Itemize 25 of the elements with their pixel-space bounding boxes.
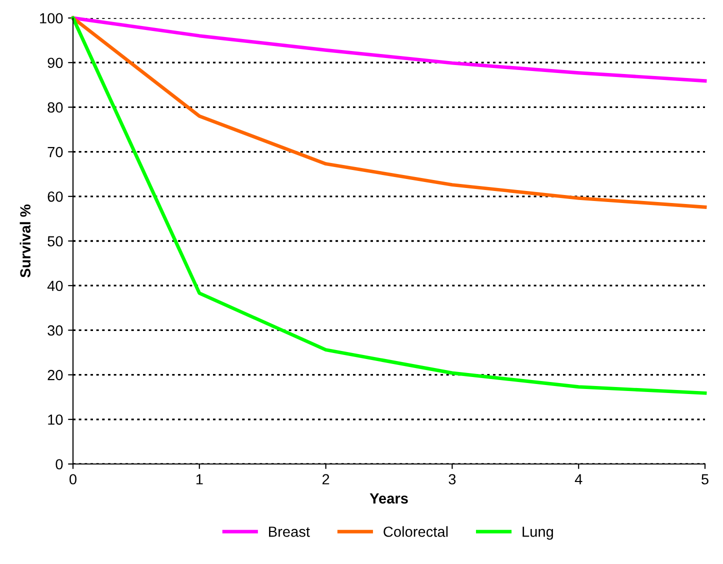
y-tick-label: 90: [48, 58, 63, 68]
x-tick-label: 5: [702, 474, 708, 484]
x-tick-label: 1: [196, 474, 203, 484]
x-tick-label: 3: [448, 474, 456, 484]
x-tick-label: 0: [70, 474, 76, 484]
y-tick-label: 20: [48, 370, 63, 380]
x-tick-label: 4: [574, 474, 582, 484]
y-tick-label: 80: [48, 102, 63, 113]
legend-label: Lung: [522, 526, 553, 540]
legend-label: Colorectal: [384, 526, 448, 537]
y-tick-label: 0: [56, 459, 63, 470]
line-series: [71, 16, 707, 209]
y-tick-label: 30: [48, 325, 63, 336]
x-axis-title: Years: [370, 493, 408, 504]
line-series: [71, 16, 707, 83]
y-tick-label: 60: [48, 192, 63, 202]
y-tick-label: 40: [47, 280, 63, 292]
line-series: [71, 16, 707, 395]
y-tick-label: 70: [48, 146, 63, 158]
x-tick-label: 2: [322, 474, 330, 484]
y-tick-label: 10: [48, 414, 63, 425]
y-tick-label: 50: [48, 236, 63, 246]
legend-label: Breast: [269, 526, 310, 537]
y-axis-title: Survival %: [20, 204, 31, 278]
y-tick-label: 100: [40, 13, 63, 24]
